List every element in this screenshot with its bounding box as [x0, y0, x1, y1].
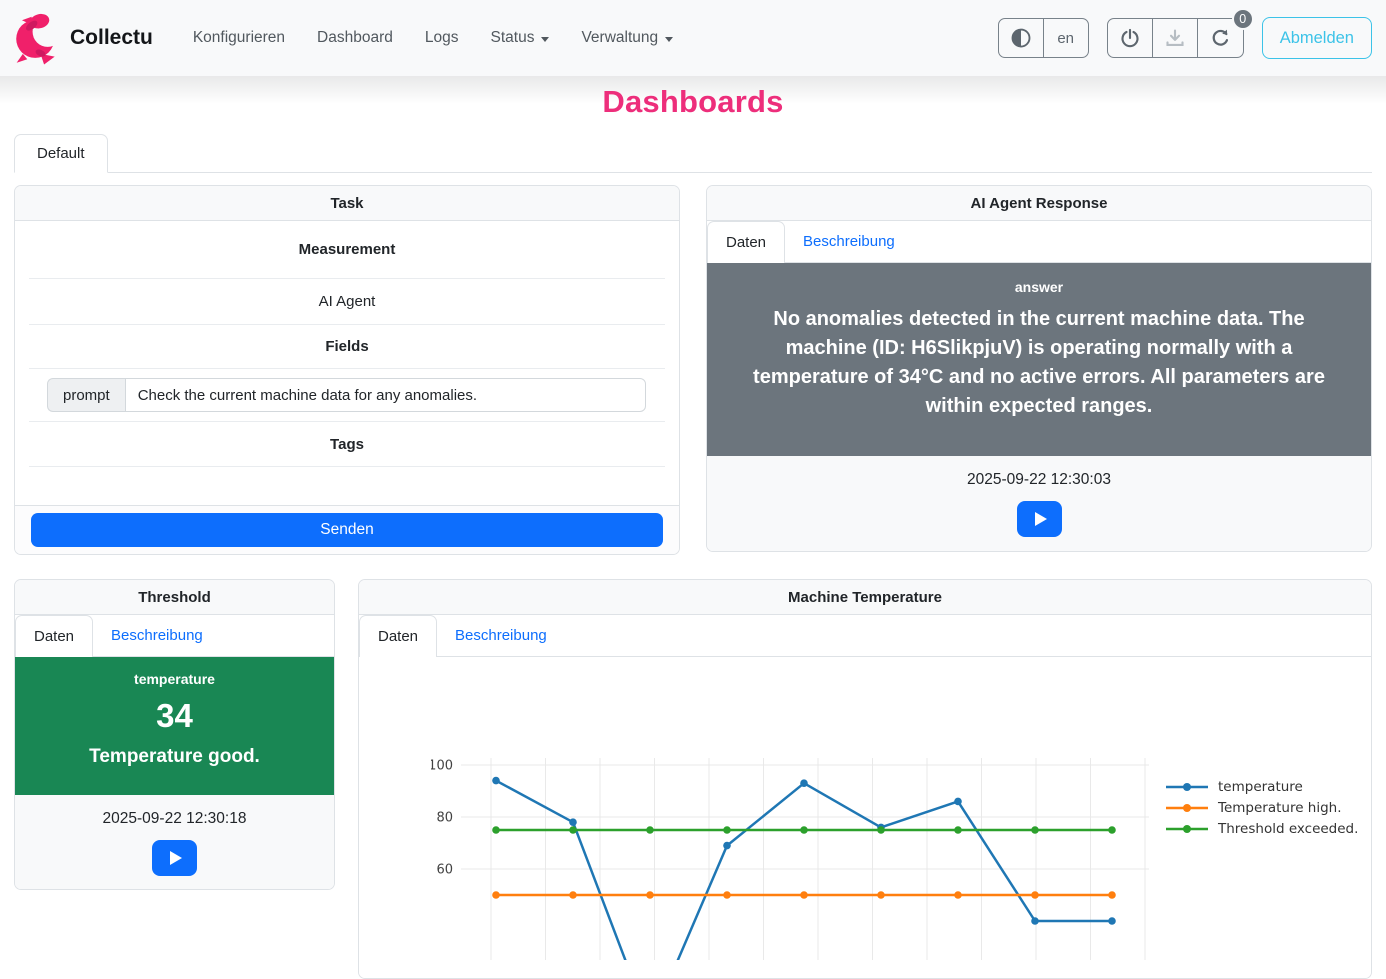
tags-label: Tags: [330, 435, 364, 453]
collectu-logo-icon: [16, 13, 55, 65]
threshold-card-title: Threshold: [15, 580, 334, 615]
brand[interactable]: Collectu: [14, 11, 153, 65]
divider: [29, 323, 665, 325]
ai-field-name: answer: [1014, 279, 1064, 295]
ai-card-title: AI Agent Response: [707, 186, 1371, 221]
ai-play-button[interactable]: [1016, 501, 1062, 537]
machine-card-title: Machine Temperature: [359, 580, 1371, 615]
chart-legend: temperature Temperature high. Threshold …: [1164, 779, 1358, 837]
threshold-timestamp: 2025-09-22 12:30:18: [102, 810, 247, 827]
task-card-footer: Senden: [15, 505, 679, 554]
machine-tab-beschreibung[interactable]: Beschreibung: [455, 627, 547, 644]
legend-label: Threshold exceeded.: [1218, 821, 1359, 837]
ai-answer-panel: answer No anomalies detected in the curr…: [707, 263, 1371, 456]
divider: [29, 277, 665, 279]
navbar-shadow: [0, 76, 1386, 104]
shutdown-button[interactable]: [1106, 18, 1153, 58]
legend-label: temperature: [1218, 779, 1303, 795]
nav-item-status-label: Status: [490, 29, 535, 46]
dashboard-tabs: Default: [14, 134, 1372, 173]
threshold-card-tabs: Daten Beschreibung: [15, 615, 334, 657]
svg-text:80: 80: [436, 811, 453, 826]
refresh-button[interactable]: 0: [1196, 8, 1254, 58]
refresh-icon: [1212, 29, 1228, 46]
display-button-group: en: [997, 18, 1089, 58]
logout-button[interactable]: Abmelden: [1261, 17, 1372, 59]
threshold-tab-daten[interactable]: Daten: [15, 615, 94, 657]
navbar-controls: en 0: [997, 8, 1372, 59]
ai-agent-response-card: AI Agent Response Daten Beschreibung ans…: [706, 185, 1372, 552]
refresh-badge: 0: [1231, 8, 1254, 30]
legend-line-dot-icon: [1166, 804, 1208, 812]
nav-item-verwaltung-label: Verwaltung: [581, 29, 659, 46]
brand-name: Collectu: [70, 26, 153, 49]
save-download-button[interactable]: [1151, 18, 1198, 58]
power-icon: [1121, 28, 1139, 48]
legend-line-dot-icon: [1166, 783, 1208, 791]
threshold-card: Threshold Daten Beschreibung temperature…: [14, 579, 335, 890]
prompt-input[interactable]: [124, 378, 646, 413]
task-card-title: Task: [15, 186, 679, 221]
circle-half-icon: [1011, 28, 1031, 48]
temperature-line-chart: 100 80 60: [431, 758, 1149, 960]
theme-toggle-button[interactable]: [997, 18, 1044, 58]
threshold-play-button[interactable]: [152, 840, 197, 876]
chevron-down-icon: [665, 36, 674, 42]
tags-empty-area: [15, 467, 679, 505]
machine-card-tabs: Daten Beschreibung: [359, 615, 1371, 657]
fields-label: Fields: [325, 338, 369, 356]
senden-button[interactable]: Senden: [31, 513, 663, 547]
divider: [29, 466, 665, 468]
language-button[interactable]: en: [1042, 18, 1089, 58]
ai-timestamp: 2025-09-22 12:30:03: [967, 471, 1111, 488]
system-button-group: 0: [1106, 8, 1254, 58]
play-icon: [170, 851, 182, 865]
legend-item-temperature-high: Temperature high.: [1164, 800, 1358, 816]
threshold-field-name: temperature: [134, 671, 215, 687]
threshold-value: 34: [156, 697, 193, 734]
tab-default[interactable]: Default: [14, 134, 108, 173]
download-icon: [1166, 29, 1184, 46]
ai-tab-daten[interactable]: Daten: [707, 221, 786, 263]
legend-item-threshold-exceeded: Threshold exceeded.: [1164, 821, 1358, 837]
measurement-label: Measurement: [298, 240, 396, 258]
temperature-chart-area: 100 80 60 temperature Temperature high. Th…: [359, 657, 1371, 978]
legend-line-dot-icon: [1166, 825, 1208, 833]
nav-item-status[interactable]: Status: [491, 29, 550, 47]
divider: [29, 421, 665, 423]
svg-text:60: 60: [436, 863, 453, 878]
legend-item-temperature: temperature: [1164, 779, 1358, 795]
measurement-value: AI Agent: [318, 292, 376, 310]
ai-card-footer: 2025-09-22 12:30:03: [707, 456, 1371, 551]
main-nav: Konfigurieren Dashboard Logs Status Verw…: [192, 29, 674, 47]
machine-tab-daten[interactable]: Daten: [359, 615, 438, 657]
nav-item-dashboard[interactable]: Dashboard: [317, 29, 393, 46]
threshold-card-footer: 2025-09-22 12:30:18: [15, 795, 334, 889]
threshold-message: Temperature good.: [89, 746, 260, 767]
svg-text:100: 100: [431, 759, 453, 774]
ai-card-tabs: Daten Beschreibung: [707, 221, 1371, 263]
prompt-field-label: prompt: [47, 378, 125, 413]
chevron-down-icon: [541, 36, 550, 42]
nav-item-verwaltung[interactable]: Verwaltung: [581, 29, 674, 47]
legend-label: Temperature high.: [1218, 800, 1342, 816]
machine-temperature-card: Machine Temperature Daten Beschreibung 1…: [358, 579, 1372, 979]
page-title: Dashboards: [602, 84, 784, 119]
threshold-value-panel: temperature 34 Temperature good.: [15, 657, 334, 795]
play-icon: [1034, 512, 1047, 526]
navbar: Collectu Konfigurieren Dashboard Logs St…: [0, 0, 1386, 76]
nav-item-logs[interactable]: Logs: [424, 29, 459, 46]
threshold-tab-beschreibung[interactable]: Beschreibung: [111, 627, 203, 644]
divider: [29, 368, 665, 370]
prompt-input-group: prompt: [47, 378, 646, 413]
nav-item-konfigurieren[interactable]: Konfigurieren: [192, 29, 286, 46]
task-card: Task Measurement AI Agent Fields prompt …: [14, 185, 680, 555]
ai-tab-beschreibung[interactable]: Beschreibung: [803, 233, 895, 250]
ai-answer-text: No anomalies detected in the current mac…: [753, 308, 1325, 417]
